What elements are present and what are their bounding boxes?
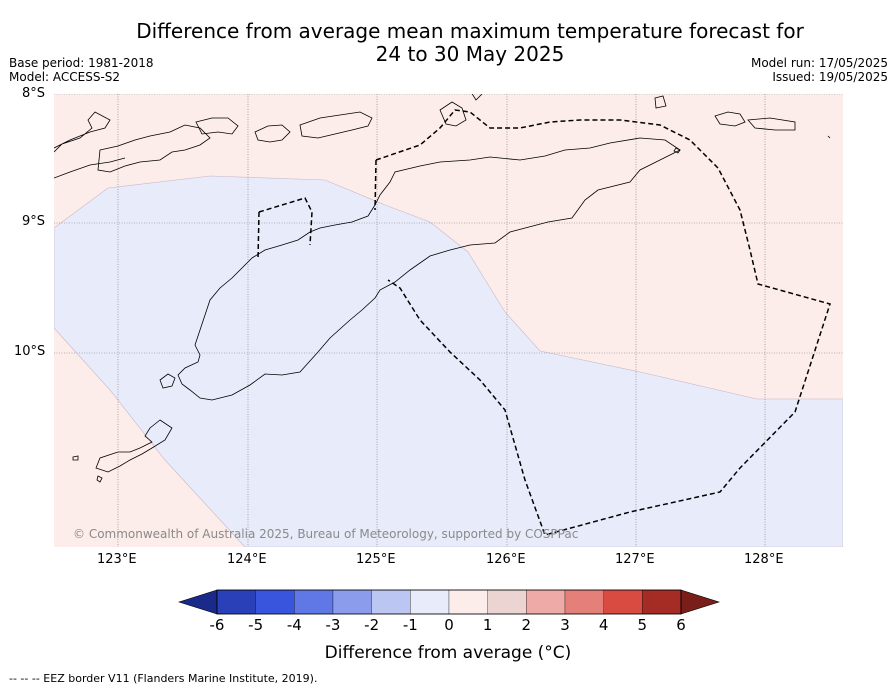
colorbar-tick-label: 5	[637, 616, 648, 634]
colorbar-extend-high	[680, 589, 720, 615]
colorbar-tick-label: 1	[482, 616, 493, 634]
map-title: Difference from average mean maximum tem…	[0, 20, 896, 66]
wetar-islet	[471, 94, 483, 101]
issued-date: Issued: 19/05/2025	[772, 70, 888, 84]
small-islet-3	[654, 95, 667, 109]
eez-borders	[257, 109, 831, 536]
moa-islet	[827, 135, 831, 139]
negative-anomaly-region	[54, 175, 843, 547]
colorbar-extend-low	[178, 589, 218, 615]
colorbar-tick-label: -4	[286, 616, 302, 634]
lon-label-124e: 124°E	[227, 552, 267, 567]
graticule	[54, 94, 843, 547]
colorbar-segment	[487, 589, 527, 615]
pantar-island	[299, 111, 373, 139]
colorbar-tick-label: 2	[521, 616, 532, 634]
colorbar-tick-label: -6	[209, 616, 225, 634]
lat-label-9s: 9°S	[22, 214, 46, 229]
model-name: Model: ACCESS-S2	[9, 70, 121, 84]
colorbar-segment	[603, 589, 643, 615]
meta-right: Model run: 17/05/2025 Issued: 19/05/2025	[751, 56, 888, 84]
colorbar-segment	[294, 589, 334, 615]
colorbar-label: Difference from average (°C)	[324, 643, 572, 663]
colorbar	[178, 589, 720, 615]
atauro-island	[439, 101, 467, 127]
colorbar-tick-label: -2	[364, 616, 380, 634]
lon-label-128e: 128°E	[744, 552, 784, 567]
colorbar-tick-label: 6	[676, 616, 686, 634]
coastlines	[54, 94, 831, 483]
babar-island	[714, 111, 746, 127]
colorbar-segment	[448, 589, 488, 615]
alor-island	[254, 124, 291, 143]
colorbar-segment	[332, 589, 372, 615]
small-islet-2	[96, 475, 103, 483]
colorbar-segment	[410, 589, 450, 615]
lon-label-127e: 127°E	[615, 552, 655, 567]
lon-label-126e: 126°E	[486, 552, 526, 567]
colorbar-segment	[216, 589, 256, 615]
colorbar-segment	[371, 589, 411, 615]
eez-oecusse	[258, 197, 313, 246]
colorbar-tick-label: -5	[248, 616, 264, 634]
eez-footnote: -- -- -- EEZ border V11 (Flanders Marine…	[9, 672, 318, 685]
lon-label-125e: 125°E	[356, 552, 396, 567]
savu-islet	[159, 373, 176, 389]
colorbar-segment	[526, 589, 566, 615]
copyright-notice: © Commonwealth of Australia 2025, Bureau…	[73, 527, 579, 541]
base-period: Base period: 1981-2018	[9, 56, 154, 70]
rote-island	[95, 419, 173, 473]
lon-label-123e: 123°E	[97, 552, 137, 567]
lat-label-10s: 10°S	[14, 344, 46, 359]
colorbar-segment	[564, 589, 604, 615]
colorbar-outline	[216, 589, 682, 615]
solor-island	[97, 124, 211, 173]
eez-timor-leste-west	[374, 159, 377, 211]
eez-timor-leste	[375, 109, 831, 536]
leti-island	[747, 117, 796, 131]
title-line-2: 24 to 30 May 2025	[375, 42, 565, 66]
lat-label-8s: 8°S	[22, 86, 46, 101]
colorbar-tick-label: -1	[402, 616, 418, 634]
lembata-island	[195, 117, 239, 135]
north-coast-1	[54, 157, 126, 179]
colorbar-tick-label: 3	[560, 616, 570, 634]
colorbar-tick-label: 0	[444, 616, 454, 634]
colorbar-segment	[255, 589, 295, 615]
colorbar-segment	[642, 589, 682, 615]
flores-chain	[54, 111, 111, 153]
colorbar-tick-label: -3	[325, 616, 341, 634]
model-run: Model run: 17/05/2025	[750, 56, 888, 70]
jaco-islet	[673, 147, 681, 154]
timor-island	[177, 137, 681, 401]
meta-left: Base period: 1981-2018 Model: ACCESS-S2	[9, 56, 154, 84]
small-islet-1	[72, 455, 79, 461]
title-line-1: Difference from average mean maximum tem…	[136, 19, 804, 43]
eez-oecusse-west	[257, 211, 260, 261]
colorbar-tick-label: 4	[598, 616, 609, 634]
